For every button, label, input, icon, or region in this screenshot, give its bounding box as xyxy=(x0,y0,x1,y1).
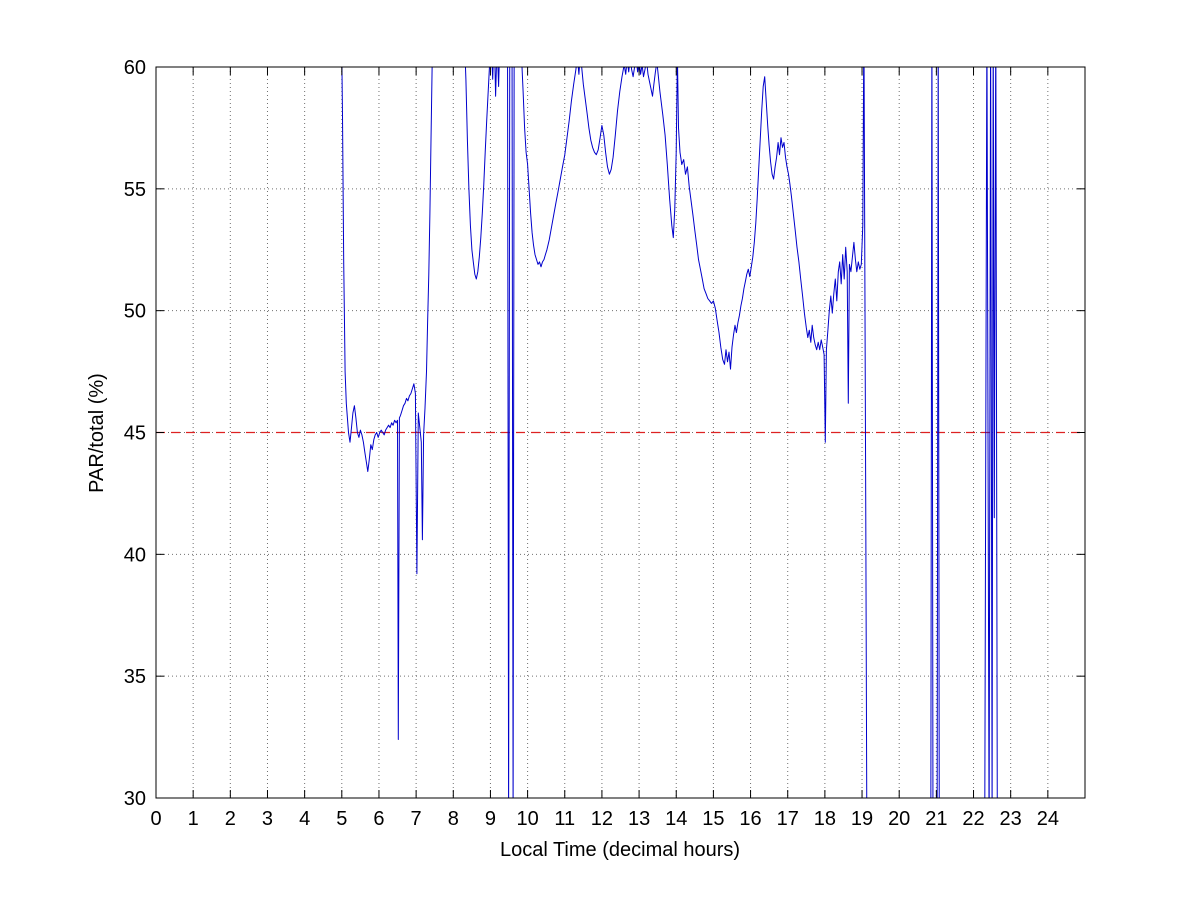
x-tick-label: 13 xyxy=(628,808,650,830)
x-tick-label: 21 xyxy=(925,808,947,830)
x-tick-label: 4 xyxy=(299,808,310,830)
y-tick-label: 40 xyxy=(124,544,146,566)
x-tick-label: 3 xyxy=(262,808,273,830)
x-tick-label: 20 xyxy=(888,808,910,830)
x-tick-label: 9 xyxy=(485,808,496,830)
x-tick-label: 0 xyxy=(150,808,161,830)
x-tick-label: 15 xyxy=(702,808,724,830)
x-axis-label: Local Time (decimal hours) xyxy=(500,839,740,861)
y-tick-label: 55 xyxy=(124,179,146,201)
x-tick-label: 10 xyxy=(516,808,538,830)
x-tick-label: 19 xyxy=(851,808,873,830)
x-tick-label: 14 xyxy=(665,808,687,830)
x-tick-label: 18 xyxy=(814,808,836,830)
x-tick-label: 23 xyxy=(1000,808,1022,830)
y-axis-label: PAR/total (%) xyxy=(86,373,108,493)
x-tick-label: 12 xyxy=(591,808,613,830)
x-tick-label: 7 xyxy=(411,808,422,830)
y-tick-label: 30 xyxy=(124,788,146,810)
tick-labels-layer: 0 1 2 3 4 5 6 7 8 9 10 11 12 13 14 15 16 17 18 19 20 21 22 23 24… xyxy=(124,57,1059,830)
x-tick-label: 24 xyxy=(1037,808,1059,830)
series-line xyxy=(341,67,998,798)
series-layer xyxy=(341,67,998,798)
grid-layer xyxy=(156,67,1085,798)
x-tick-label: 16 xyxy=(739,808,761,830)
x-tick-label: 2 xyxy=(225,808,236,830)
x-tick-label: 8 xyxy=(448,808,459,830)
y-tick-label: 50 xyxy=(124,301,146,323)
x-tick-label: 11 xyxy=(554,808,575,830)
y-tick-label: 45 xyxy=(124,423,146,445)
y-tick-label: 35 xyxy=(124,666,146,688)
x-tick-label: 22 xyxy=(962,808,984,830)
tick-marks-layer xyxy=(155,66,1085,799)
x-tick-label: 17 xyxy=(777,808,799,830)
x-tick-label: 5 xyxy=(336,808,347,830)
x-tick-label: 6 xyxy=(373,808,384,830)
axes-border xyxy=(155,66,1086,799)
y-tick-label: 60 xyxy=(124,57,146,79)
x-tick-label: 1 xyxy=(188,808,199,830)
